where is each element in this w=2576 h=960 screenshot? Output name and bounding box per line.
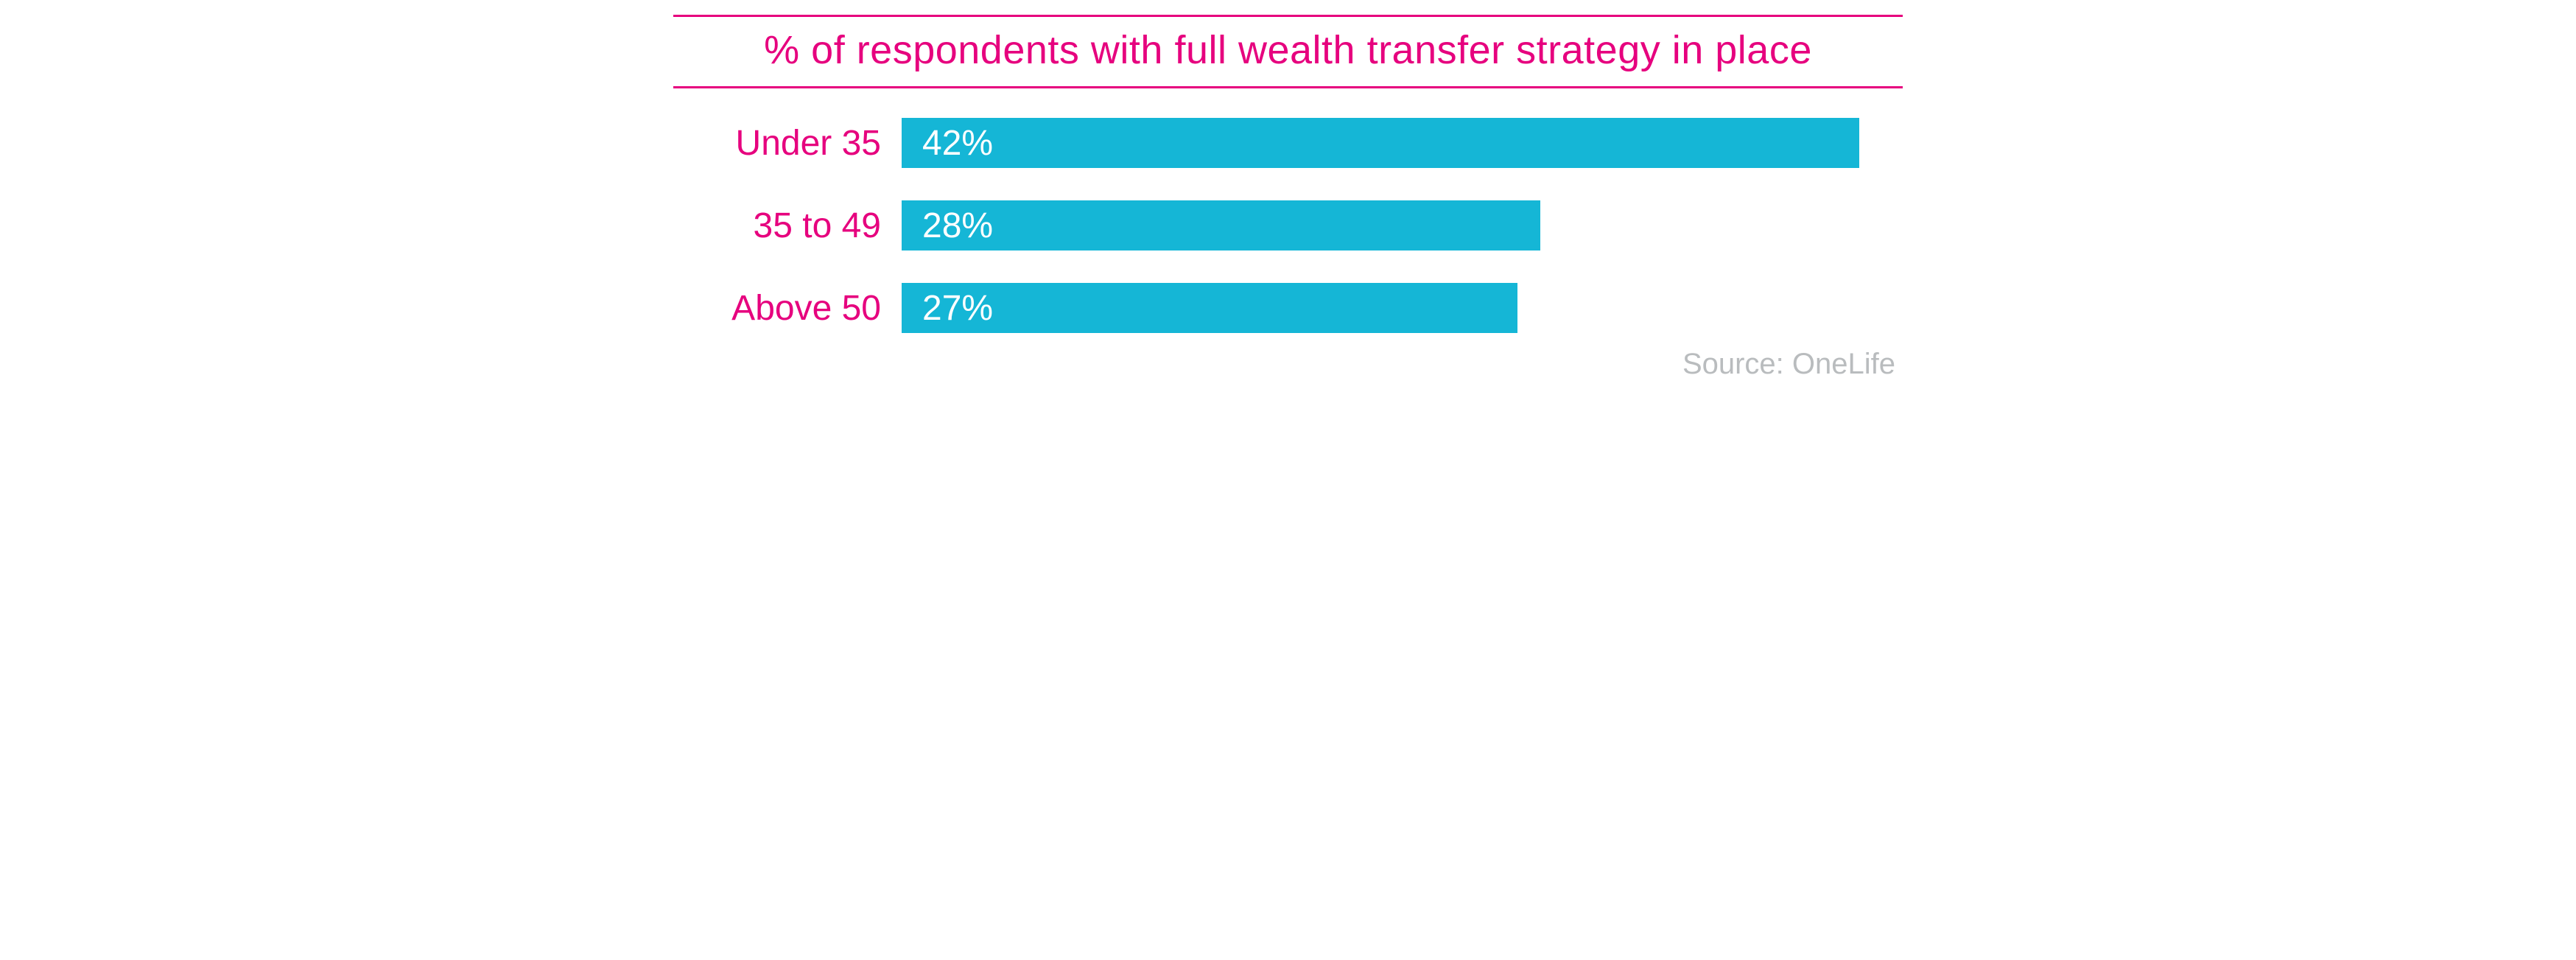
source-caption: Source: OneLife: [673, 348, 1903, 385]
bar-row: Above 50 27%: [703, 283, 1873, 333]
bar-track: 42%: [902, 118, 1859, 168]
bar-track: 28%: [902, 200, 1859, 250]
bar-value-35-to-49: 28%: [902, 206, 993, 246]
bar-label-35-to-49: 35 to 49: [703, 206, 902, 246]
bar-label-under-35: Under 35: [703, 123, 902, 164]
bar-fill-above-50: 27%: [902, 283, 1517, 333]
chart-title: % of respondents with full wealth transf…: [673, 17, 1903, 86]
bar-row: Under 35 42%: [703, 118, 1873, 168]
bar-fill-under-35: 42%: [902, 118, 1859, 168]
bar-track: 27%: [902, 283, 1859, 333]
bar-value-under-35: 42%: [902, 123, 993, 164]
bar-label-above-50: Above 50: [703, 288, 902, 329]
bar-fill-35-to-49: 28%: [902, 200, 1540, 250]
chart-container: % of respondents with full wealth transf…: [644, 0, 1932, 393]
bar-value-above-50: 27%: [902, 288, 993, 329]
bar-list: Under 35 42% 35 to 49 28% Above 50 27%: [673, 88, 1903, 348]
bar-row: 35 to 49 28%: [703, 200, 1873, 250]
